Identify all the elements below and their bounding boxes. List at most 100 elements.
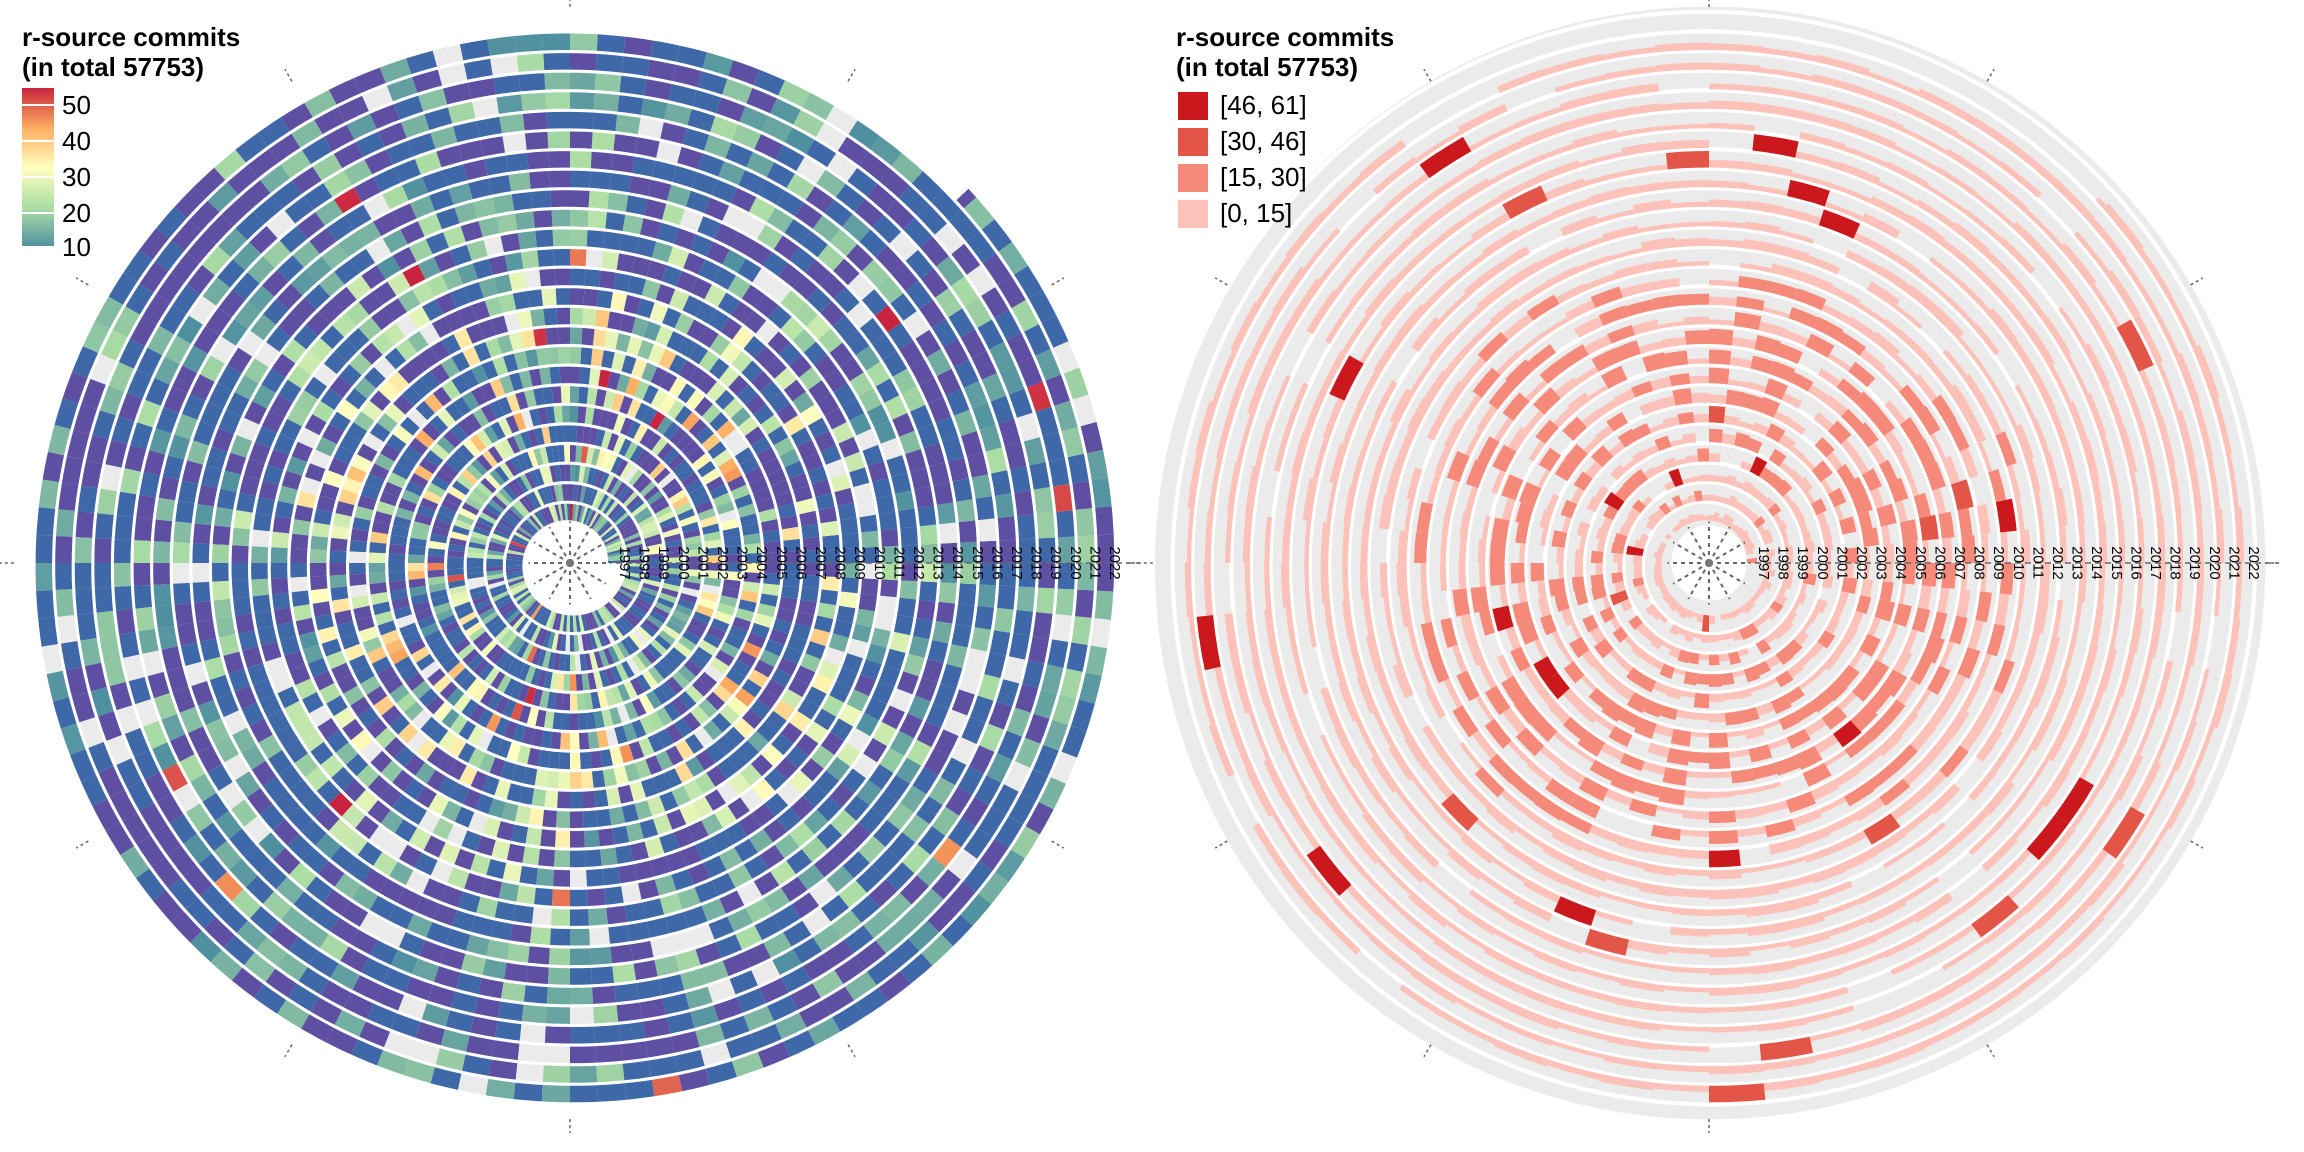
track-gap [1526,383,1550,406]
heatmap-cell [214,736,239,763]
heatmap-cell [910,467,931,490]
heatmap-cell [498,488,514,504]
heatmap-cell [789,472,809,491]
track-gap [1497,420,1517,447]
track-gap [1546,654,1562,676]
heatmap-cell [816,823,843,849]
heatmap-cell [199,822,227,852]
heatmap-cell [816,169,846,198]
track-gap [1251,710,1276,765]
heatmap-cell [599,409,611,428]
heatmap-cell [139,261,169,293]
heatmap-cell [116,491,137,518]
track-gap [1797,117,1850,135]
heatmap-cell [414,896,440,920]
heatmap-cell [551,209,570,227]
track-gap [2005,222,2046,263]
heatmap-cell [697,374,717,395]
heatmap-cell [261,270,289,297]
heatmap-cell [739,106,769,132]
heatmap-cell [409,473,429,489]
heatmap-cell [691,172,718,195]
track-gap [2030,489,2041,529]
heatmap-cell [1091,477,1112,508]
heatmap-cell [940,663,963,689]
heatmap-cell [423,835,446,858]
heatmap-cell [619,234,640,254]
heatmap-cell [951,243,981,275]
commit-bar [1540,527,1549,546]
track-gap [1599,489,1612,504]
heatmap-cell [635,237,657,258]
commit-bar [1722,691,1738,701]
heatmap-cell [945,786,972,816]
track-gap [1790,297,1822,314]
heatmap-cell [515,391,529,410]
heatmap-cell [570,733,580,750]
heatmap-cell [607,548,624,555]
heatmap-cell [587,210,607,229]
heatmap-cell [454,806,475,828]
heatmap-cell [720,518,739,531]
track-gap [1307,692,1330,740]
heatmap-cell [404,754,426,776]
heatmap-cell [520,474,533,491]
heatmap-cell [284,196,314,224]
commit-bar [1599,606,1616,624]
heatmap-cell [197,484,218,507]
heatmap-cell [534,468,545,486]
heatmap-cell [826,756,851,781]
heatmap-cell [612,963,637,983]
track-gap [1861,287,1895,311]
heatmap-cell [412,958,439,982]
heatmap-cell [329,376,352,398]
track-gap [1373,633,1388,674]
track-gap [2036,761,2067,804]
heatmap-cell [467,576,485,585]
heatmap-cell [753,871,780,896]
track-gap [1553,1037,1612,1057]
commit-bar [1728,651,1742,665]
heatmap-cell [252,384,276,409]
track-gap [1676,284,1709,290]
heatmap-cell [320,980,352,1008]
track-gap [1607,519,1616,533]
heatmap-cell [678,1068,710,1092]
heatmap-cell [650,40,680,62]
heatmap-cell [343,685,365,706]
heatmap-cell [743,310,767,334]
commit-bar [1721,497,1730,505]
track-gap [1952,335,1980,369]
heatmap-cell [315,199,343,226]
heatmap-cell [466,934,490,956]
heatmap-cell [486,735,503,755]
track-gap [1620,832,1654,846]
heatmap-cell [472,658,489,676]
heatmap-cell [624,536,642,545]
heatmap-cell [88,742,114,773]
track-gap [1556,97,1611,117]
heatmap-cell [453,396,472,416]
track-gap [1831,166,1878,188]
track-gap [1412,133,1463,169]
track-gap [1410,733,1437,769]
track-gap [1652,601,1661,611]
heatmap-cell [711,179,737,203]
heatmap-cell [330,917,359,944]
heatmap-cell [762,116,792,143]
heatmap-cell [525,965,549,984]
heatmap-cell [174,186,206,218]
heatmap-cell [981,287,1009,318]
track-gap [2249,498,2258,563]
track-gap [1638,246,1677,257]
track-gap [1694,440,1709,446]
commit-bar [1641,496,1653,507]
track-gap [1587,193,1632,209]
track-gap [1251,314,1282,368]
heatmap-cell [1032,612,1053,639]
track-gap [1842,129,1894,152]
heatmap-cell [900,953,933,984]
track-gap [1650,1118,1717,1127]
heatmap-cell [430,860,454,883]
heatmap-cell [290,779,315,805]
